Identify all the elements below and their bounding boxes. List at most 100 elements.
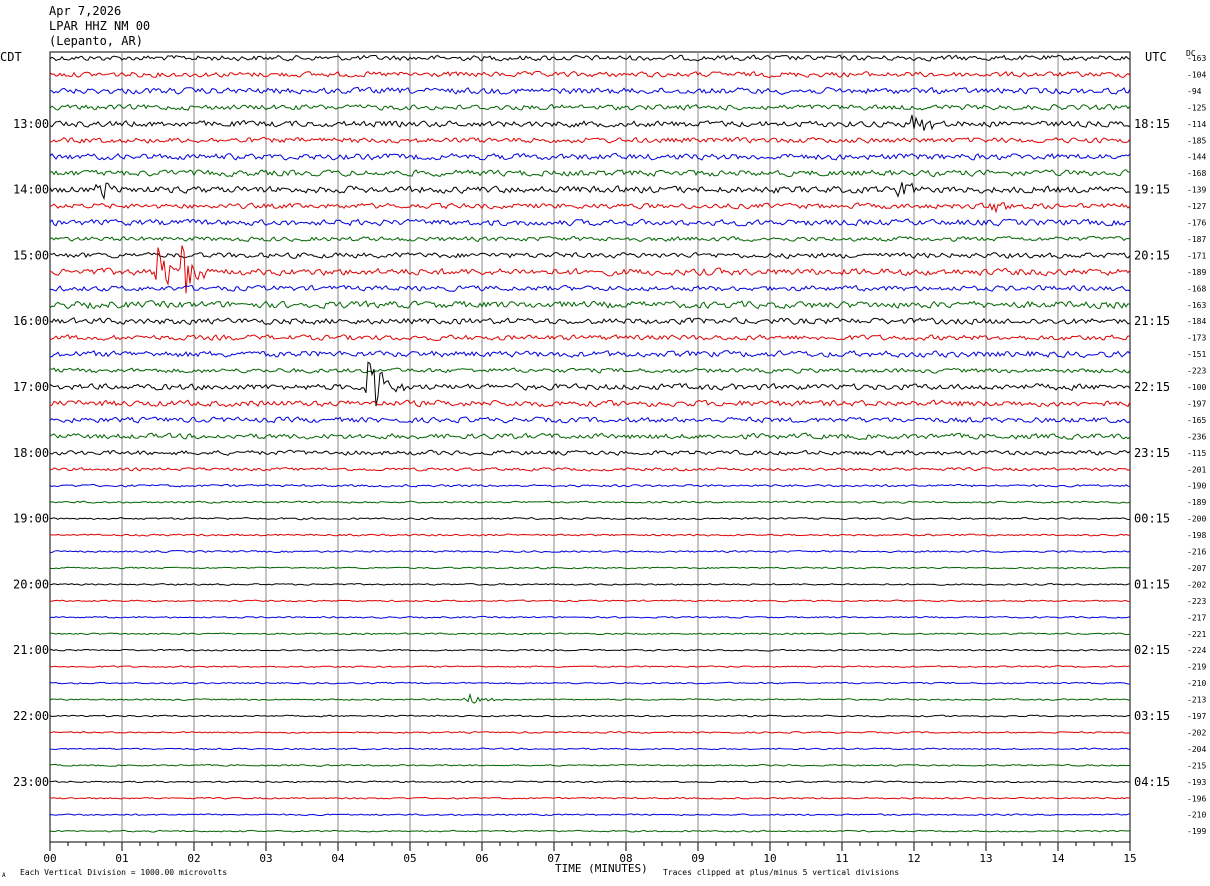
dc-offset-label: -213 bbox=[1187, 696, 1206, 705]
trace-line bbox=[49, 218, 1130, 227]
trace-line bbox=[49, 517, 1131, 521]
date-label: Apr 7,2026 bbox=[49, 4, 122, 18]
cdt-hour-label: 16:00 bbox=[13, 314, 49, 328]
dc-offset-label: -115 bbox=[1187, 449, 1206, 458]
x-tick-label: 00 bbox=[43, 852, 56, 865]
trace-line bbox=[49, 549, 1131, 554]
dc-offset-label: -139 bbox=[1187, 186, 1206, 195]
trace-line bbox=[49, 763, 1130, 767]
utc-hour-label: 23:15 bbox=[1134, 446, 1170, 460]
trace-line bbox=[49, 182, 1131, 201]
x-tick-label: 09 bbox=[691, 852, 704, 865]
trace-line bbox=[49, 300, 1131, 310]
trace-line bbox=[49, 103, 1131, 111]
dc-offset-label: -202 bbox=[1187, 580, 1206, 589]
trace-line bbox=[49, 665, 1131, 668]
trace-line bbox=[49, 70, 1131, 78]
trace-line bbox=[49, 829, 1131, 833]
trace-line bbox=[49, 235, 1131, 243]
x-tick-label: 08 bbox=[619, 852, 632, 865]
x-tick-label: 05 bbox=[403, 852, 416, 865]
dc-offset-label: -216 bbox=[1187, 548, 1206, 557]
trace-line bbox=[49, 432, 1131, 441]
dc-title: DC bbox=[1186, 49, 1196, 58]
trace-line bbox=[49, 136, 1131, 144]
clip-note: Traces clipped at plus/minus 5 vertical … bbox=[663, 868, 900, 877]
dc-offset-label: -104 bbox=[1187, 70, 1206, 79]
dc-offset-label: -200 bbox=[1187, 515, 1206, 524]
station-label: LPAR HHZ NM 00 bbox=[49, 19, 151, 33]
cdt-hour-label: 13:00 bbox=[13, 117, 49, 131]
trace-line bbox=[49, 54, 1131, 62]
dc-offset-label: -217 bbox=[1187, 613, 1206, 622]
dc-offset-label: -168 bbox=[1187, 169, 1206, 178]
x-tick-label: 15 bbox=[1123, 852, 1136, 865]
cdt-hour-label: 19:00 bbox=[13, 512, 49, 526]
left-axis-title: CDT bbox=[0, 50, 22, 64]
dc-offset-label: -151 bbox=[1187, 350, 1206, 359]
location-label: (Lepanto, AR) bbox=[49, 34, 143, 48]
dc-offset-label: -207 bbox=[1187, 564, 1206, 573]
dc-offset-label: -204 bbox=[1187, 745, 1206, 754]
trace-line bbox=[49, 245, 1131, 294]
dc-offset-label: -125 bbox=[1187, 103, 1206, 112]
trace-line bbox=[49, 500, 1131, 504]
trace-line bbox=[49, 284, 1131, 293]
trace-line bbox=[49, 780, 1131, 784]
dc-offset-label: -144 bbox=[1187, 153, 1206, 162]
trace-line bbox=[49, 317, 1131, 326]
cdt-hour-label: 22:00 bbox=[13, 709, 49, 723]
dc-offset-label: -114 bbox=[1187, 120, 1206, 129]
utc-hour-label: 03:15 bbox=[1134, 709, 1170, 723]
trace-line bbox=[49, 152, 1131, 161]
cdt-hour-label: 17:00 bbox=[13, 380, 49, 394]
dc-offset-label: -176 bbox=[1187, 219, 1206, 228]
trace-line bbox=[49, 467, 1131, 472]
x-tick-label: 11 bbox=[835, 852, 848, 865]
dc-offset-label: -127 bbox=[1187, 202, 1206, 211]
trace-line bbox=[49, 251, 1131, 259]
dc-offset-label: -221 bbox=[1187, 630, 1206, 639]
x-tick-label: 06 bbox=[475, 852, 488, 865]
x-tick-label: 12 bbox=[907, 852, 920, 865]
dc-offset-label: -189 bbox=[1187, 498, 1206, 507]
dc-offset-label: -219 bbox=[1187, 663, 1206, 672]
dc-offset-label: -223 bbox=[1187, 367, 1206, 376]
dc-offset-label: -202 bbox=[1187, 728, 1206, 737]
trace-line bbox=[49, 367, 1131, 374]
dc-offset-label: -193 bbox=[1187, 778, 1206, 787]
trace-line bbox=[49, 350, 1131, 359]
x-axis-title: TIME (MINUTES) bbox=[555, 862, 648, 875]
cdt-hour-label: 15:00 bbox=[13, 248, 49, 262]
utc-hour-label: 00:15 bbox=[1134, 512, 1170, 526]
x-tick-label: 10 bbox=[763, 852, 776, 865]
dc-offset-label: -198 bbox=[1187, 531, 1206, 540]
trace-line bbox=[49, 533, 1131, 537]
dc-offset-label: -163 bbox=[1187, 301, 1206, 310]
dc-offset-label: -215 bbox=[1187, 761, 1206, 770]
trace-line bbox=[49, 632, 1131, 636]
dc-offset-label: -199 bbox=[1187, 827, 1206, 836]
utc-hour-label: 19:15 bbox=[1134, 183, 1170, 197]
dc-offset-label: -184 bbox=[1187, 317, 1206, 326]
dc-offset-label: -187 bbox=[1187, 235, 1206, 244]
trace-line bbox=[49, 747, 1131, 751]
x-tick-label: 04 bbox=[331, 852, 345, 865]
dc-offset-label: -224 bbox=[1187, 646, 1206, 655]
utc-hour-label: 02:15 bbox=[1134, 643, 1170, 657]
utc-hour-label: 18:15 bbox=[1134, 117, 1170, 131]
utc-hour-label: 22:15 bbox=[1134, 380, 1170, 394]
x-tick-label: 01 bbox=[115, 852, 128, 865]
trace-line bbox=[49, 566, 1131, 570]
trace-line bbox=[49, 202, 1131, 214]
plot-frame bbox=[49, 51, 1131, 843]
trace-line bbox=[49, 86, 1131, 95]
scale-note: Each Vertical Division = 1000.00 microvo… bbox=[20, 868, 228, 877]
corner-mark: A bbox=[2, 872, 6, 879]
trace-line bbox=[49, 813, 1131, 817]
trace-line bbox=[49, 648, 1131, 652]
utc-hour-label: 01:15 bbox=[1134, 577, 1170, 591]
trace-line bbox=[49, 416, 1131, 424]
trace-line bbox=[49, 692, 1131, 704]
